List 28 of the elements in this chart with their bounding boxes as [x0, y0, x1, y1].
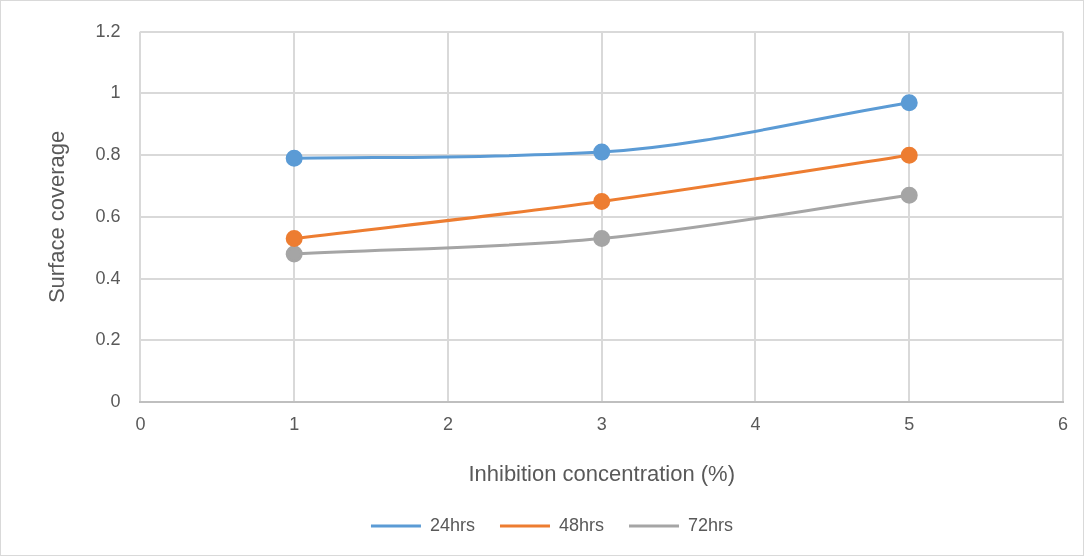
x-axis-title: Inhibition concentration (%) [468, 460, 736, 486]
point [593, 230, 611, 247]
y-axis-title: Surface coverage [44, 130, 70, 304]
x-tick-label: 5 [904, 413, 915, 434]
y-tick-label: 0 [110, 390, 121, 411]
x-tick-label: 0 [135, 413, 146, 434]
y-tick-label: 0.2 [95, 329, 121, 350]
x-tick-label: 3 [596, 413, 607, 434]
legend-label: 24hrs [429, 514, 475, 535]
legend-label: 72hrs [688, 514, 734, 535]
point [900, 186, 918, 204]
point [285, 149, 303, 167]
x-tick-label: 2 [442, 413, 453, 434]
y-tick-label: 1 [110, 82, 121, 103]
y-tick-label: 0.8 [95, 144, 121, 165]
point [285, 230, 303, 247]
point [285, 245, 303, 263]
point [593, 143, 611, 161]
x-tick-label: 4 [750, 413, 761, 434]
x-tick-label: 6 [1057, 413, 1069, 434]
x-tick-label: 1 [289, 413, 300, 434]
y-tick-label: 1.2 [95, 20, 121, 41]
point [900, 94, 918, 112]
y-tick-label: 0.4 [95, 267, 121, 288]
y-tick-label: 0.6 [95, 205, 121, 226]
legend-label: 48hrs [558, 514, 605, 535]
point [593, 192, 611, 210]
point [900, 146, 918, 164]
